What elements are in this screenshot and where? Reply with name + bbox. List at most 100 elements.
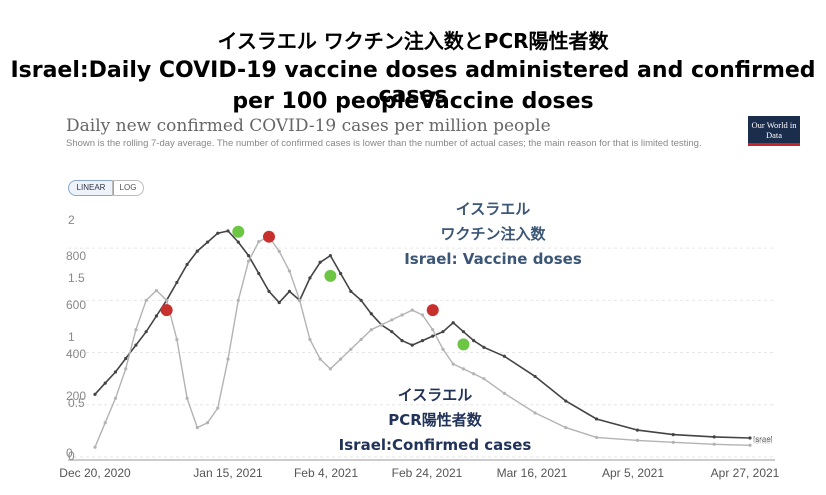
vaccine-data-point — [216, 406, 220, 410]
cases-data-point — [246, 253, 251, 258]
vaccine-data-point — [533, 411, 537, 415]
vaccine-data-point — [390, 318, 394, 322]
y-tick-label-cases: 400 — [66, 347, 86, 361]
vaccine-data-point — [369, 328, 373, 332]
vaccine-data-point — [461, 367, 466, 371]
vaccine-data-point — [165, 298, 169, 302]
owid-logo: Our World in Data — [748, 116, 800, 146]
vaccine-data-point — [195, 426, 199, 430]
cases-data-point — [175, 280, 179, 285]
cases-data-point — [635, 428, 640, 432]
cases-data-point — [113, 370, 118, 374]
y-tick-label-vaccine: 1 — [68, 330, 75, 344]
vaccine-data-point — [236, 298, 240, 302]
vaccine-data-point — [410, 308, 414, 312]
y-tick-label-cases: 0 — [66, 446, 73, 460]
cases-data-point — [154, 314, 159, 318]
x-tick-label: Feb 4, 2021 — [294, 466, 358, 480]
cases-label-jp-2: PCR陽性者数 — [388, 411, 482, 429]
vaccine-series-label: イスラエル ワクチン注入数 Israel: Vaccine doses — [388, 197, 598, 272]
vaccine-data-point — [339, 357, 343, 361]
x-tick-label: Jan 15, 2021 — [193, 466, 263, 480]
vaccine-data-point — [328, 367, 332, 371]
vaccine-data-point — [185, 396, 189, 400]
vaccine-data-point — [318, 357, 322, 361]
cases-data-point — [671, 433, 675, 437]
x-tick-label: Dec 20, 2020 — [59, 466, 131, 480]
cases-data-point — [369, 312, 373, 316]
vaccine-data-point — [308, 337, 312, 342]
cases-data-point — [236, 240, 240, 244]
cases-data-point — [134, 343, 138, 347]
vaccine-data-point — [451, 362, 455, 366]
trough-marker — [232, 225, 245, 238]
cases-data-point — [216, 231, 220, 235]
cases-data-point — [441, 330, 445, 334]
vaccine-data-point — [144, 298, 148, 302]
y-tick-label-cases: 600 — [66, 298, 86, 312]
cases-data-point — [103, 381, 107, 385]
vaccine-data-point — [113, 396, 118, 400]
inner-chart-subtitle: Shown is the rolling 7-day average. The … — [66, 138, 702, 149]
trough-marker — [324, 269, 337, 282]
cases-data-point — [328, 253, 332, 258]
vaccine-data-point — [431, 328, 435, 332]
vaccine-data-point — [635, 438, 640, 442]
vaccine-data-point — [472, 372, 476, 376]
y-tick-label-cases: 200 — [66, 389, 86, 403]
peak-marker — [262, 230, 275, 243]
title-english-line2: per 100 peopleVaccine doses — [232, 89, 594, 114]
vaccine-data-point — [277, 249, 281, 253]
vaccine-data-point — [287, 269, 292, 273]
vaccine-data-point — [400, 313, 404, 317]
trough-marker — [457, 338, 470, 351]
title-japanese: イスラエル ワクチン注入数とPCR陽性者数 — [217, 29, 609, 53]
cases-data-point — [533, 374, 537, 379]
cases-data-point — [390, 330, 394, 334]
cases-data-point — [410, 343, 414, 347]
y-tick-label-vaccine: 1.5 — [68, 271, 85, 285]
cases-data-point — [195, 249, 199, 253]
peak-marker — [426, 304, 439, 317]
vaccine-data-point — [441, 347, 445, 351]
cases-label-jp-1: イスラエル — [397, 386, 473, 404]
cases-data-point — [748, 436, 752, 440]
vaccine-data-point — [134, 328, 138, 332]
x-tick-label: Feb 24, 2021 — [392, 466, 463, 480]
cases-data-point — [144, 330, 148, 334]
vaccine-data-point — [671, 440, 675, 444]
cases-data-point — [594, 417, 599, 421]
x-tick-label: Apr 5, 2021 — [602, 466, 664, 480]
vaccine-data-point — [359, 337, 363, 342]
vaccine-data-point — [379, 323, 384, 327]
cases-data-point — [339, 271, 343, 276]
vaccine-data-point — [748, 443, 752, 447]
inner-chart-title: Daily new confirmed COVID-19 cases per m… — [66, 116, 551, 136]
cases-data-point — [318, 260, 322, 264]
cases-data-point — [205, 240, 210, 244]
vaccine-data-point — [298, 298, 302, 302]
cases-data-point — [420, 339, 425, 343]
cases-data-point — [124, 356, 128, 361]
vaccine-data-point — [103, 421, 107, 425]
cases-data-point — [482, 345, 486, 349]
cases-data-point — [287, 289, 292, 293]
log-toggle-button[interactable]: LOG — [112, 180, 144, 196]
cases-data-point — [400, 339, 404, 343]
y-tick-label-vaccine: 0.5 — [68, 396, 85, 410]
vaccine-data-point — [594, 435, 599, 440]
cases-data-point — [185, 262, 189, 267]
cases-data-point — [451, 321, 455, 325]
vaccine-data-point — [154, 288, 159, 293]
y-tick-label-vaccine: 2 — [68, 213, 75, 227]
x-tick-label: Apr 27, 2021 — [711, 466, 780, 480]
cases-series-label: イスラエル PCR陽性者数 Israel:Confirmed cases — [320, 383, 550, 458]
vaccine-data-point — [502, 391, 506, 395]
cases-data-point — [257, 271, 261, 276]
vaccine-data-point — [564, 426, 568, 430]
cases-data-point — [93, 392, 97, 396]
cases-data-point — [267, 289, 271, 293]
cases-data-point — [226, 229, 230, 233]
vaccine-label-en: Israel: Vaccine doses — [404, 250, 582, 268]
y-tick-label-cases: 800 — [66, 249, 86, 263]
